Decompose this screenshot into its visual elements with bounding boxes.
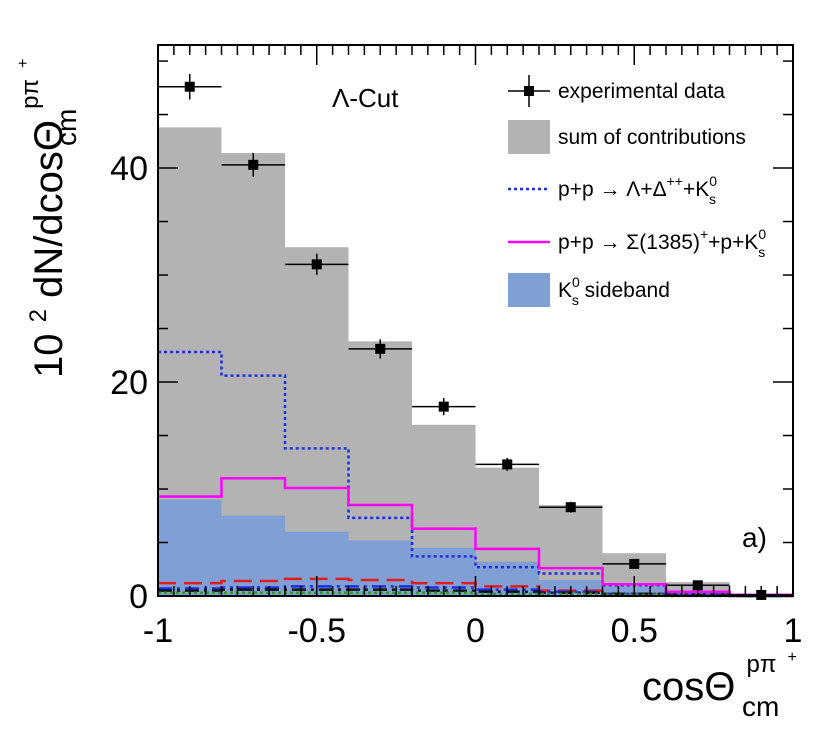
legend-item-0: experimental data bbox=[508, 75, 725, 107]
x-tick-label-3: 0.5 bbox=[611, 612, 658, 650]
legend-label: p+p → Λ+Δ+++K0 s bbox=[558, 173, 717, 207]
legend-symbol-box bbox=[508, 273, 550, 307]
y-axis-label-pre-sup: 2 bbox=[25, 309, 52, 322]
y-axis-label-charge: + bbox=[15, 59, 32, 68]
y-axis-label-sup: pπ bbox=[17, 79, 44, 109]
legend-label: experimental data bbox=[558, 80, 725, 103]
data-point-8 bbox=[692, 580, 703, 591]
x-tick-label-1: -0.5 bbox=[287, 612, 346, 650]
legend-item-4: K0 s sideband bbox=[508, 273, 670, 308]
x-axis-label-base: cosΘ bbox=[642, 665, 735, 709]
y-tick-label-0: 0 bbox=[129, 578, 148, 616]
hist-line-3 bbox=[158, 350, 793, 597]
data-point-7 bbox=[629, 558, 640, 569]
legend-label: K0 s sideband bbox=[558, 274, 670, 308]
y-axis-label-pre: 10 bbox=[27, 334, 71, 379]
y-axis-label-sub: cm bbox=[51, 109, 82, 146]
x-tick-label-0: -1 bbox=[143, 612, 173, 650]
x-axis-label-sup: pπ bbox=[746, 651, 776, 678]
panel-label: a) bbox=[742, 522, 767, 553]
data-point-3 bbox=[375, 343, 386, 354]
x-axis-label-charge: + bbox=[788, 649, 797, 666]
data-point-0 bbox=[184, 81, 195, 92]
axis-ticks: -1 -0.5 0 0.5 1 0 20 40 bbox=[110, 45, 802, 650]
data-point-6 bbox=[565, 502, 576, 513]
legend: experimental data sum of contributions p+p… bbox=[508, 75, 766, 308]
y-tick-label-2: 40 bbox=[110, 150, 148, 188]
x-axis-label: cosΘ pπ + cm bbox=[642, 627, 808, 722]
legend-label: sum of contributions bbox=[558, 126, 746, 149]
legend-label: p+p → Σ(1385)++p+K0 s bbox=[558, 226, 766, 260]
y-tick-label-1: 20 bbox=[110, 364, 148, 402]
hist-bar-2-1 bbox=[221, 515, 285, 596]
x-tick-label-4: 1 bbox=[784, 612, 803, 650]
x-tick-label-2: 0 bbox=[466, 612, 485, 650]
data-point-5 bbox=[502, 459, 513, 470]
legend-item-2: p+p → Λ+Δ+++K0 s bbox=[508, 173, 717, 207]
data-point-4 bbox=[438, 401, 449, 412]
y-axis-label: 10 2 dN/dcosΘ pπ + cm bbox=[0, 47, 82, 378]
legend-symbol-marker bbox=[524, 86, 534, 96]
legend-item-3: p+p → Σ(1385)++p+K0 s bbox=[508, 226, 766, 260]
cut-label: Λ-Cut bbox=[332, 83, 399, 113]
data-point-2 bbox=[311, 259, 322, 270]
legend-symbol-box bbox=[508, 120, 550, 154]
x-axis-label-sub: cm bbox=[742, 691, 779, 722]
data-point-1 bbox=[248, 159, 259, 170]
legend-item-1: sum of contributions bbox=[508, 120, 746, 154]
hist-bar-2-0 bbox=[158, 499, 222, 596]
y-axis-label-main: dN/dcosΘ bbox=[27, 120, 71, 298]
